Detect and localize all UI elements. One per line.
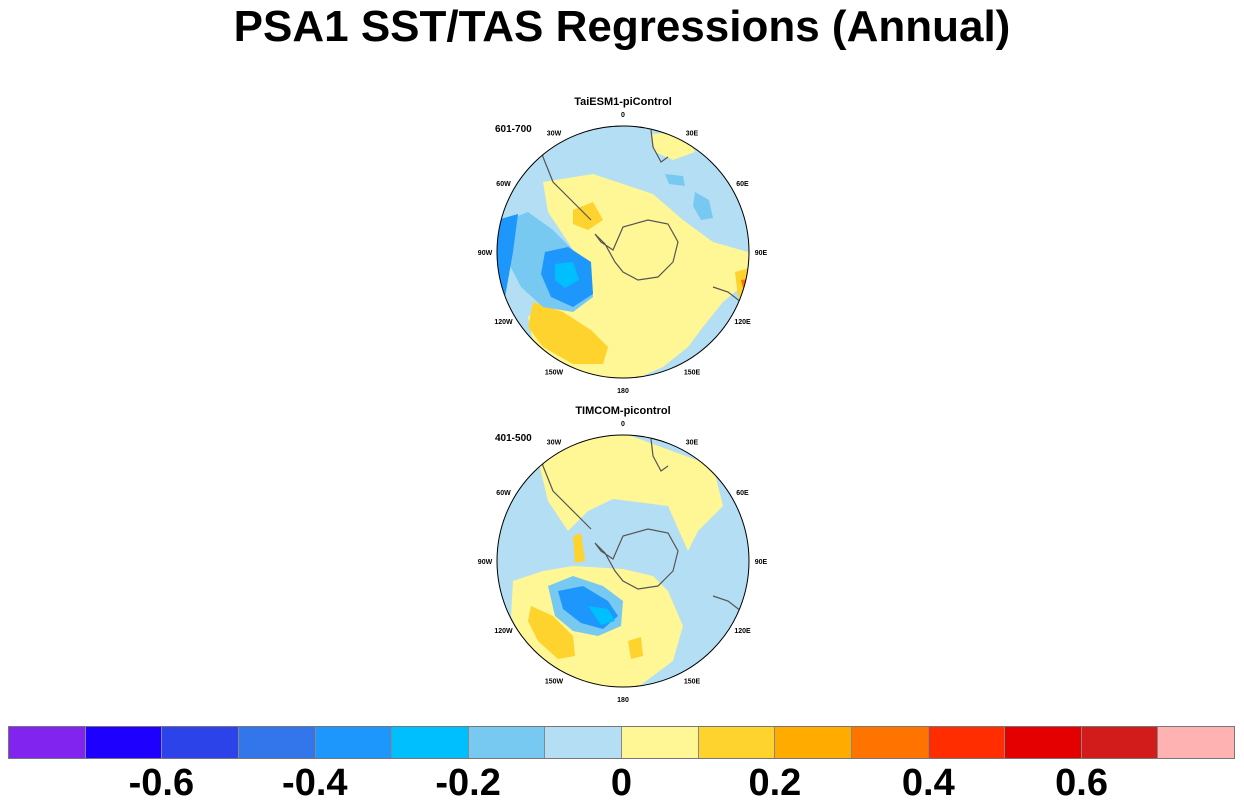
colorbar-box (238, 727, 316, 758)
colorbar-box (162, 727, 239, 758)
positive-region (628, 637, 643, 659)
colorbar-tick-label: -0.2 (435, 762, 501, 804)
colorbar-tick-label: -0.4 (282, 762, 348, 804)
longitude-label: 90W (478, 559, 493, 566)
colorbar-tick-label: 0.6 (1055, 762, 1108, 804)
colorbar-box (9, 727, 86, 758)
longitude-label: 180 (617, 388, 629, 395)
colorbar-box (545, 727, 622, 758)
map-boundary (496, 434, 750, 688)
period-label-timcom: 401-500 (495, 433, 532, 444)
colorbar-box (698, 727, 776, 758)
colorbar-box (851, 727, 929, 758)
colorbar-box (1005, 727, 1082, 758)
colorbar (8, 726, 1235, 759)
longitude-label: 180 (617, 697, 629, 704)
positive-region (683, 479, 711, 505)
colorbar-box (928, 727, 1006, 758)
colorbar-box (392, 727, 469, 758)
map-boundary (496, 125, 750, 379)
colorbar-tick-label: 0.2 (748, 762, 802, 804)
longitude-label: 120E (734, 628, 751, 635)
longitude-label: 150W (545, 370, 564, 377)
longitude-label: 150E (684, 370, 701, 377)
colorbar-box (1158, 727, 1234, 758)
longitude-label: 60E (736, 181, 749, 188)
negative-region (693, 192, 713, 220)
colorbar-box (85, 727, 163, 758)
longitude-label: 90W (478, 250, 493, 257)
positive-region (573, 533, 585, 563)
colorbar-box (315, 727, 393, 758)
panel-title-timcom: TIMCOM-picontrol (575, 405, 671, 417)
longitude-label: 30W (547, 131, 562, 138)
antarctica-coastline (594, 219, 679, 281)
longitude-label: 0 (621, 112, 625, 119)
longitude-label: 120W (494, 628, 513, 635)
longitude-label: 30E (686, 131, 699, 138)
longitude-labels: 0 30E 60E 90E 120E 150E 180 150W 120W 90W 60W 30W (478, 112, 768, 395)
longitude-labels: 0 30E 60E 90E 120E 150E 180 150W 120W 90W 60W 30W (478, 421, 768, 704)
longitude-label: 0 (621, 421, 625, 428)
longitude-label: 90E (755, 250, 768, 257)
longitude-label: 120W (494, 319, 513, 326)
colorbar-box (622, 727, 699, 758)
negative-region (665, 174, 685, 186)
negative-region (588, 606, 615, 625)
polar-map-timcom: 0 30E 60E 90E 120E 150E 180 150W 120W 90W 60W 30W (478, 421, 768, 704)
positive-region (533, 435, 723, 551)
positive-region (528, 606, 575, 659)
longitude-label: 60E (736, 490, 749, 497)
longitude-label: 150E (684, 679, 701, 686)
panel-title-taiesm1: TaiESM1-piControl (574, 96, 672, 108)
longitude-label: 60W (496, 490, 511, 497)
period-label-taiesm1: 601-700 (495, 124, 532, 135)
longitude-label: 60W (496, 181, 511, 188)
antarctica-coastline (594, 528, 679, 590)
colorbar-box (468, 727, 546, 758)
colorbar-tick-label: 0 (610, 762, 633, 804)
negative-region (497, 214, 518, 297)
longitude-label: 120E (734, 319, 751, 326)
figure-title: PSA1 SST/TAS Regressions (Annual) (233, 2, 1011, 51)
polar-map-taiesm1: 0 30E 60E 90E 120E 150E 180 150W 120W 90W 60W 30W (478, 112, 768, 395)
longitude-label: 150W (545, 679, 564, 686)
longitude-label: 90E (755, 559, 768, 566)
positive-region (528, 302, 608, 364)
colorbar-box (1081, 727, 1159, 758)
colorbar-box (775, 727, 852, 758)
colorbar-tick-label: 0.4 (901, 762, 955, 804)
longitude-label: 30E (686, 440, 699, 447)
africa-coastline (650, 438, 669, 472)
colorbar-tick-label: -0.6 (128, 762, 195, 804)
negative-region (555, 262, 579, 288)
africa-coastline (650, 129, 669, 163)
longitude-label: 30W (547, 440, 562, 447)
